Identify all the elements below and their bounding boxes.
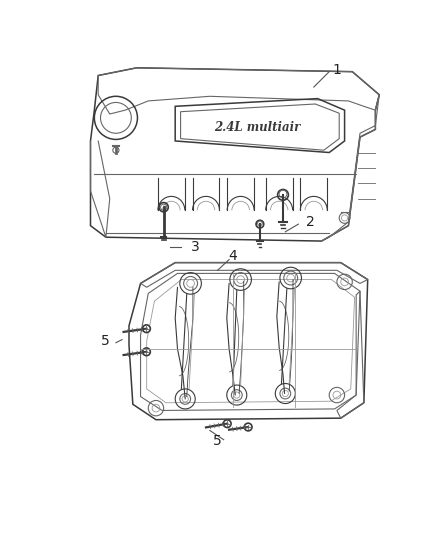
Text: 3: 3 xyxy=(191,240,199,254)
Circle shape xyxy=(244,423,252,431)
Text: 2: 2 xyxy=(306,215,315,229)
Text: 4: 4 xyxy=(229,249,237,263)
Circle shape xyxy=(223,420,231,427)
Text: 5: 5 xyxy=(101,334,110,348)
Text: 2.4L multiair: 2.4L multiair xyxy=(214,120,301,134)
Circle shape xyxy=(143,348,150,356)
Text: 5: 5 xyxy=(213,434,222,448)
Text: 1: 1 xyxy=(332,63,341,77)
Circle shape xyxy=(143,325,150,333)
